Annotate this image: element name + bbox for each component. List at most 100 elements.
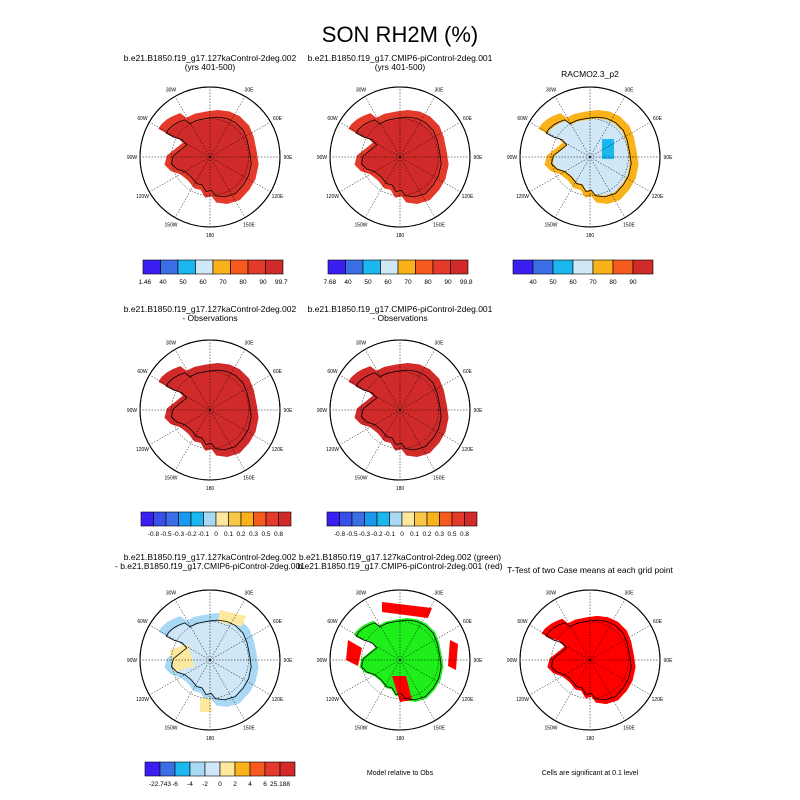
lon-label: 30E bbox=[625, 591, 635, 597]
colorbar-swatch bbox=[414, 511, 428, 527]
map-panel-4: 30W 30E 60W 60E 90W 90E 120W 120E 150W 150E 180 bbox=[127, 339, 293, 492]
lon-label: 90W bbox=[317, 155, 328, 161]
lon-label: 90W bbox=[127, 658, 138, 664]
colorbar-swatch bbox=[612, 259, 634, 275]
colorbar-swatch bbox=[364, 511, 378, 527]
panel-title-3: RACMO2.3_p2 bbox=[561, 69, 619, 79]
colorbar-swatch bbox=[142, 259, 161, 275]
lon-label: 180 bbox=[206, 233, 215, 239]
lon-label: 60W bbox=[517, 619, 528, 625]
map-panel-7: 30W 30E 60W 60E 90W 90E 120W 120E 150W 150E 180 bbox=[317, 589, 483, 742]
colorbar-tick-label: 90 bbox=[444, 279, 452, 286]
lon-label: 60W bbox=[327, 369, 338, 375]
colorbar-swatch bbox=[279, 761, 296, 777]
lon-label: 30W bbox=[546, 591, 557, 597]
colorbar-swatch bbox=[432, 259, 451, 275]
colorbar-swatch bbox=[140, 511, 154, 527]
colorbar-swatch bbox=[265, 259, 284, 275]
lon-label: 180 bbox=[396, 736, 405, 742]
map-panel-8: 30W 30E 60W 60E 90W 90E 120W 120E 150W 150E 180 bbox=[507, 589, 673, 742]
colorbar-tick-label: 25.188 bbox=[270, 781, 290, 788]
colorbar-swatch bbox=[345, 259, 364, 275]
colorbar-swatch bbox=[572, 259, 594, 275]
panel-title-7: b.e21.B1850.f19_g17.127kaControl-2deg.00… bbox=[297, 552, 503, 571]
colorbar-swatch bbox=[228, 511, 242, 527]
colorbar-swatch bbox=[326, 511, 340, 527]
lon-label: 180 bbox=[396, 486, 405, 492]
lon-label: 120W bbox=[516, 697, 529, 703]
lon-label: 90E bbox=[474, 155, 484, 161]
lon-label: 90W bbox=[507, 658, 518, 664]
colorbar-swatch bbox=[426, 511, 440, 527]
lon-label: 150E bbox=[243, 476, 255, 482]
lon-label: 60W bbox=[327, 116, 338, 122]
colorbar-swatch bbox=[160, 259, 179, 275]
colorbar-tick-label: 0.1 bbox=[410, 531, 419, 538]
lon-label: 60E bbox=[273, 369, 283, 375]
panel-title-8: T-Test of two Case means at each grid po… bbox=[507, 565, 673, 575]
colorbar-swatch bbox=[178, 511, 192, 527]
map-panel-2: 30W 30E 60W 60E 90W 90E 120W 120E 150W 150E 180 bbox=[317, 86, 484, 239]
colorbar-tick-label: 21.46 bbox=[138, 279, 152, 286]
colorbar-tick-label: 0.5 bbox=[261, 531, 270, 538]
colorbar-tick-label: 0.8 bbox=[274, 531, 283, 538]
colorbar-tick-label: 40 bbox=[344, 279, 352, 286]
colorbar-swatch bbox=[401, 511, 415, 527]
lon-label: 120E bbox=[652, 194, 664, 200]
colorbar-tick-label: -0.3 bbox=[359, 531, 371, 538]
colorbar-panel-2: 17.68 40 50 60 70 80 90 99.83 bbox=[323, 259, 473, 286]
colorbar-swatch bbox=[415, 259, 434, 275]
colorbar-swatch bbox=[215, 511, 229, 527]
lon-label: 90W bbox=[317, 408, 328, 414]
lon-label: 90W bbox=[507, 155, 518, 161]
colorbar-tick-label: 99.83 bbox=[460, 279, 473, 286]
colorbar-tick-label: -0.8 bbox=[334, 531, 346, 538]
lon-label: 120W bbox=[136, 447, 149, 453]
colorbar-tick-label: 70 bbox=[589, 279, 597, 286]
lon-label: 60W bbox=[137, 116, 148, 122]
colorbar-tick-label: 0.8 bbox=[460, 531, 469, 538]
lon-label: 150W bbox=[164, 726, 177, 732]
colorbar-tick-label: 99.79 bbox=[275, 279, 288, 286]
colorbar-swatch bbox=[264, 761, 281, 777]
lon-label: 60E bbox=[653, 619, 663, 625]
colorbar-tick-label: 40 bbox=[159, 279, 167, 286]
colorbar-tick-label: 70 bbox=[404, 279, 412, 286]
colorbar-tick-label: -6 bbox=[172, 781, 178, 788]
colorbar-tick-label: 0 bbox=[218, 781, 222, 788]
lon-label: 30E bbox=[435, 591, 445, 597]
colorbar-swatch bbox=[376, 511, 390, 527]
colorbar-tick-label: 50 bbox=[549, 279, 557, 286]
colorbar-tick-label: 80 bbox=[609, 279, 617, 286]
lon-label: 60W bbox=[137, 619, 148, 625]
lon-label: 180 bbox=[206, 486, 215, 492]
colorbar-tick-label: 2 bbox=[233, 781, 237, 788]
map-panel-6: 30W 30E 60W 60E 90W 90E 120W 120E 150W 150E 180 bbox=[127, 589, 293, 742]
lon-label: 150W bbox=[164, 223, 177, 229]
colorbar-swatch bbox=[219, 761, 236, 777]
colorbar-swatch bbox=[389, 511, 403, 527]
colorbar-swatch bbox=[189, 761, 206, 777]
panel-title-5: b.e21.B1850.f19_g17.CMIP6-piControl-2deg… bbox=[307, 304, 493, 323]
colorbar-tick-label: 80 bbox=[424, 279, 432, 286]
colorbar-swatch bbox=[450, 259, 469, 275]
colorbar-swatch bbox=[439, 511, 453, 527]
colorbar-swatch bbox=[212, 259, 231, 275]
colorbar-tick-label: 50 bbox=[179, 279, 187, 286]
lon-label: 30W bbox=[166, 88, 177, 94]
lon-label: 150W bbox=[354, 726, 367, 732]
lon-label: 120W bbox=[326, 194, 339, 200]
lon-label: 30E bbox=[245, 88, 255, 94]
colorbar-swatch bbox=[464, 511, 478, 527]
colorbar-swatch bbox=[174, 761, 191, 777]
map-panel-1: 30W 30E 60W 60E 90W 90E 120W 120E 150W 150E 180 bbox=[127, 86, 293, 239]
colorbar-tick-label: 6 bbox=[263, 781, 267, 788]
colorbar-tick-label: 17.68 bbox=[323, 279, 337, 286]
lon-label: 60E bbox=[273, 116, 283, 122]
colorbar-tick-label: -2 bbox=[202, 781, 208, 788]
lon-label: 120E bbox=[652, 697, 664, 703]
colorbar-swatch bbox=[249, 761, 266, 777]
lon-label: 30E bbox=[435, 341, 445, 347]
lon-label: 120E bbox=[462, 697, 474, 703]
lon-label: 30E bbox=[245, 341, 255, 347]
